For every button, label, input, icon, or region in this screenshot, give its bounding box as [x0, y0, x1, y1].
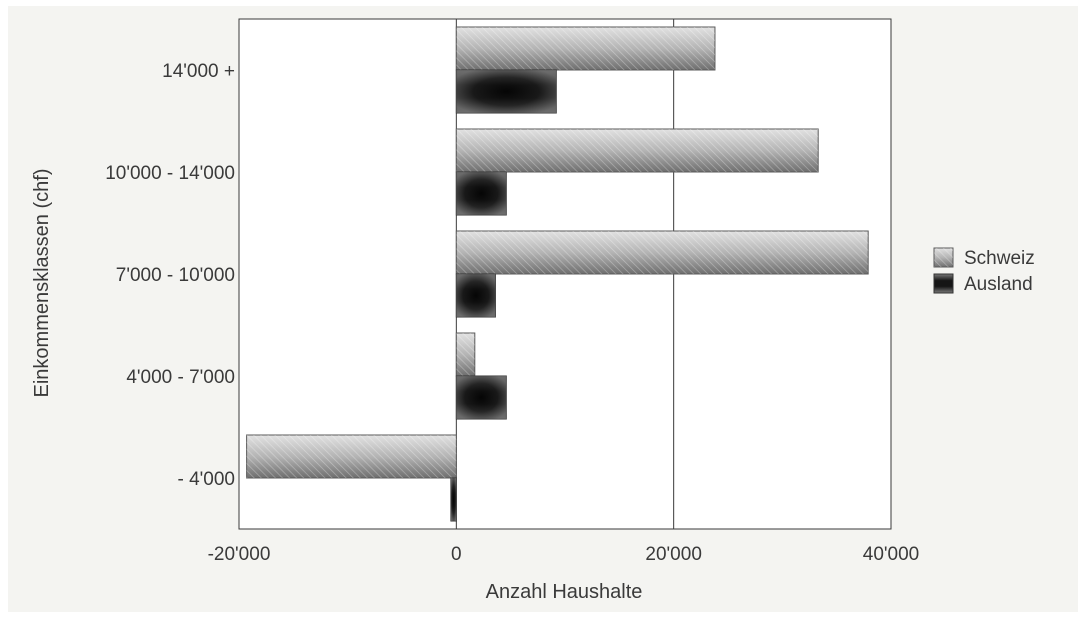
bar-chart: - 4'000 4'000 - 7'000 7'000 - 10'000 10'000… — [31, 18, 1035, 603]
chart-panel: - 4'000 4'000 - 7'000 7'000 - 10'000 10'000… — [8, 6, 1078, 612]
bar-schweiz-4 — [455, 26, 716, 71]
x-axis-title: Anzahl Haushalte — [486, 581, 643, 603]
legend-swatch-ausland — [933, 273, 954, 294]
plot-frame — [238, 18, 892, 530]
x-tick-label-1: 0 — [451, 544, 462, 565]
legend-label-ausland: Ausland — [964, 274, 1033, 295]
legend-label-schweiz: Schweiz — [964, 248, 1035, 269]
y-tick-label-2: 7'000 - 10'000 — [116, 265, 235, 286]
x-tick-label-2: 20'000 — [645, 544, 701, 565]
bar-ausland-3 — [455, 171, 507, 216]
bar-schweiz-1 — [455, 332, 476, 377]
x-tick-label-0: -20'000 — [208, 544, 271, 565]
x-tick-label-3: 40'000 — [863, 544, 919, 565]
y-tick-label-0: - 4'000 — [177, 469, 235, 490]
bar-ausland-2 — [455, 273, 496, 318]
bar-schweiz-2 — [455, 230, 869, 275]
y-tick-label-1: 4'000 - 7'000 — [126, 367, 235, 388]
bar-ausland-0 — [450, 477, 457, 522]
y-axis-title: Einkommensklassen (chf) — [31, 169, 53, 398]
y-tick-label-4: 14'000 + — [162, 61, 235, 82]
legend: Schweiz Ausland — [933, 247, 1035, 295]
y-tick-label-3: 10'000 - 14'000 — [105, 163, 235, 184]
legend-item-schweiz: Schweiz — [933, 247, 1035, 269]
bar-schweiz-0 — [246, 434, 457, 479]
bar-schweiz-3 — [455, 128, 819, 173]
bar-ausland-1 — [455, 375, 507, 420]
legend-item-ausland: Ausland — [933, 273, 1033, 295]
bar-ausland-4 — [455, 69, 557, 114]
